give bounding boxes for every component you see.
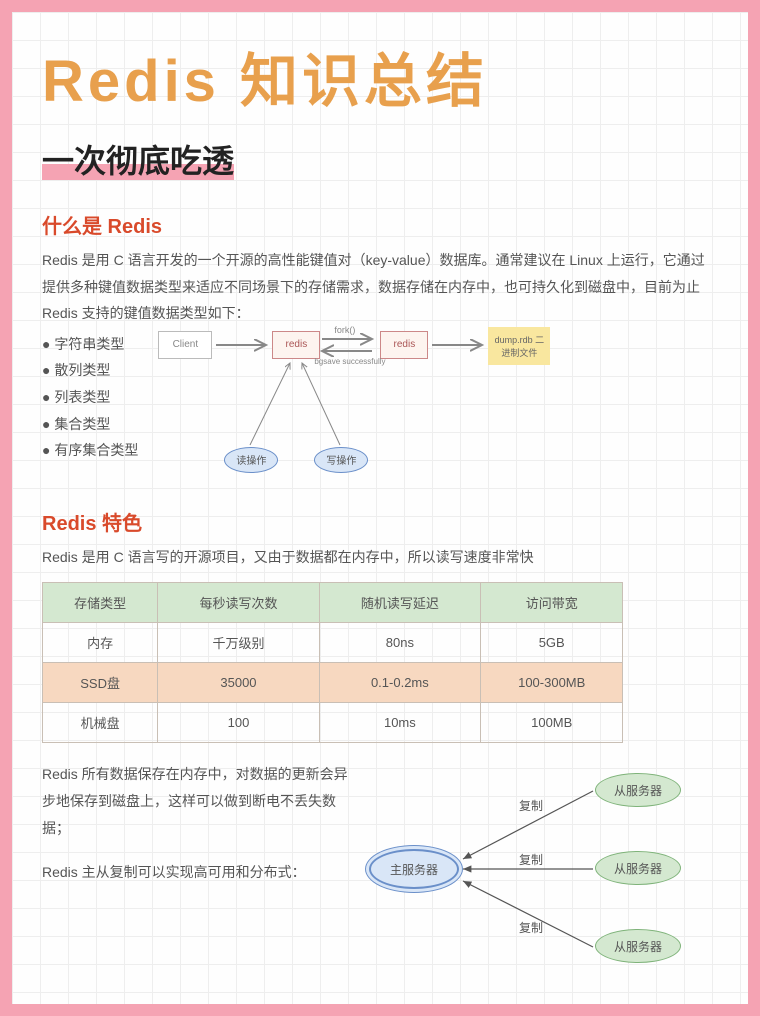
table-row: SSD盘35000 0.1-0.2ms100-300MB <box>43 663 623 703</box>
edge-label: 复制 <box>519 851 543 868</box>
slave-node: 从服务器 <box>595 851 681 885</box>
col-header: 访问带宽 <box>481 583 623 623</box>
bgsave-label: bgsave successfully <box>314 357 385 366</box>
section1-intro: Redis 是用 C 语言开发的一个开源的高性能键值对（key-value）数据… <box>42 247 718 327</box>
slave-node: 从服务器 <box>595 773 681 807</box>
types-list: 字符串类型 散列类型 列表类型 集合类型 有序集合类型 <box>42 331 138 497</box>
redis-box-1: redis <box>272 331 320 359</box>
table-row: 内存千万级别 80ns5GB <box>43 623 623 663</box>
master-node: 主服务器 <box>369 849 459 889</box>
edge-label: 复制 <box>519 797 543 814</box>
replication-text: Redis 主从复制可以实现高可用和分布式： <box>42 859 353 886</box>
section2-intro: Redis 是用 C 语言写的开源项目，又由于数据都在内存中，所以读写速度非常快 <box>42 544 718 571</box>
list-item: 字符串类型 <box>42 331 138 358</box>
col-header: 每秒读写次数 <box>158 583 319 623</box>
subtitle: 一次彻底吃透 <box>42 136 234 182</box>
col-header: 存储类型 <box>43 583 158 623</box>
table-row: 机械盘100 10ms100MB <box>43 703 623 743</box>
edge-label: 复制 <box>519 919 543 936</box>
list-item: 散列类型 <box>42 357 138 384</box>
section1-heading: 什么是 Redis <box>42 210 718 239</box>
fork-label: fork() <box>334 325 355 335</box>
read-op: 读操作 <box>224 447 278 473</box>
redis-box-2: redis <box>380 331 428 359</box>
dump-note: dump.rdb 二进制文件 <box>488 327 550 365</box>
list-item: 列表类型 <box>42 384 138 411</box>
list-item: 有序集合类型 <box>42 437 138 464</box>
section2-heading: Redis 特色 <box>42 507 718 536</box>
persist-text: Redis 所有数据保存在内存中，对数据的更新会异步地保存到磁盘上，这样可以做到… <box>42 761 353 841</box>
performance-table: 存储类型 每秒读写次数 随机读写延迟 访问带宽 内存千万级别 80ns5GB S… <box>42 582 623 743</box>
slave-node: 从服务器 <box>595 929 681 963</box>
write-op: 写操作 <box>314 447 368 473</box>
client-box: Client <box>158 331 212 359</box>
architecture-diagram: Client redis redis fork() bgsave success… <box>154 327 718 497</box>
col-header: 随机读写延迟 <box>319 583 480 623</box>
replication-diagram: 主服务器 从服务器 从服务器 从服务器 复制 复制 复制 <box>363 761 718 981</box>
main-title: Redis 知识总结 <box>42 34 718 118</box>
list-item: 集合类型 <box>42 411 138 438</box>
